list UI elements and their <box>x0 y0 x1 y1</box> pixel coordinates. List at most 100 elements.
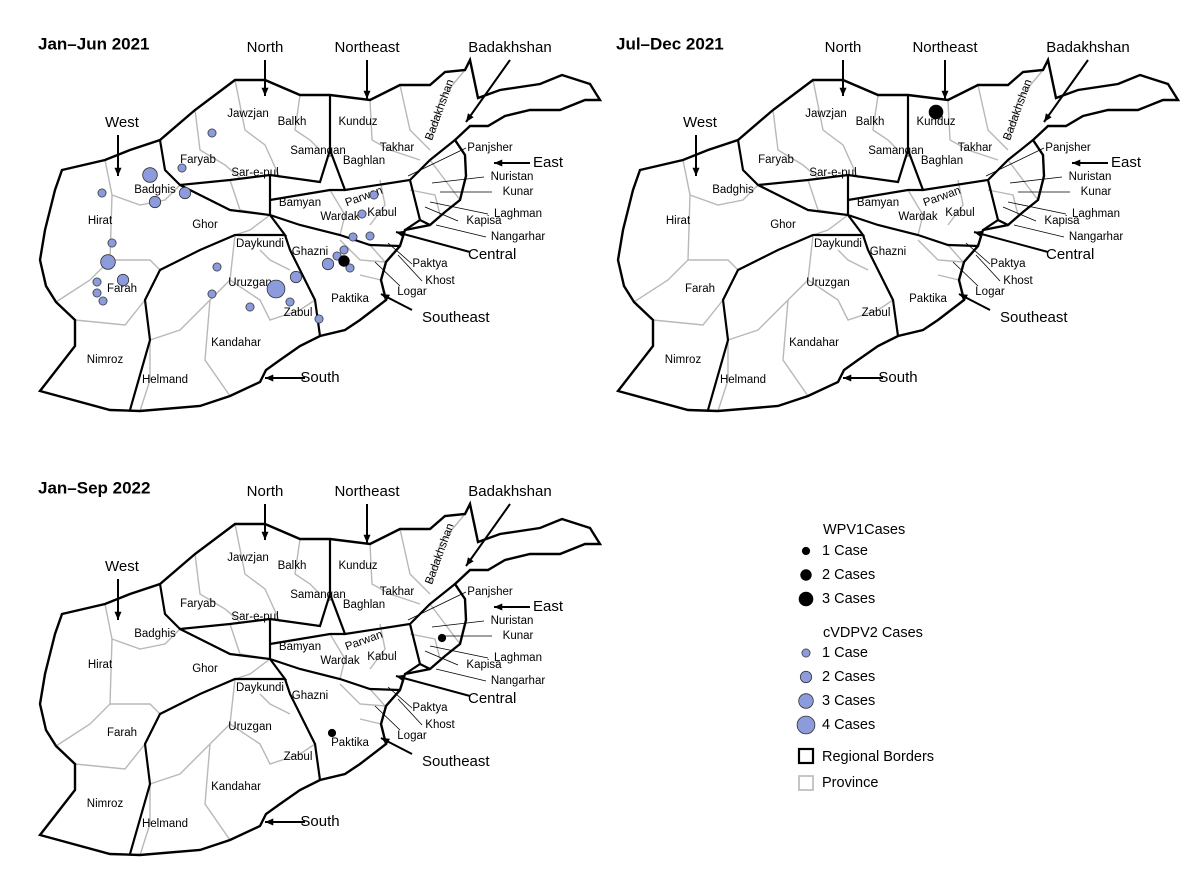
leader-line <box>429 201 489 215</box>
leader-line <box>431 176 485 184</box>
province-label: Samangan <box>868 145 924 157</box>
province-label: Laghman <box>494 208 542 220</box>
province-label: Nangarhar <box>1069 231 1124 243</box>
leader-line <box>435 224 487 238</box>
leader-line <box>374 705 401 731</box>
map-title: Jan–Sep 2022 <box>38 478 150 497</box>
legend-title: cVDPV2 Cases <box>823 625 923 641</box>
province-label: Wardak <box>898 211 937 223</box>
legend-label: Province <box>822 775 878 791</box>
arrow-head <box>114 167 122 176</box>
province-label: Nangarhar <box>491 675 546 687</box>
province-label: Panjsher <box>467 586 513 598</box>
region-arrow <box>395 675 471 697</box>
province-label: Helmand <box>720 374 766 386</box>
province-label: Hirat <box>666 215 691 227</box>
cvdpv2-case <box>365 231 375 241</box>
legend-label: 2 Cases <box>822 567 875 583</box>
province-label: Baghlan <box>921 155 963 167</box>
province-label: Badghis <box>134 628 176 640</box>
cvdpv2-case <box>321 257 335 271</box>
legend-cvdpv2 <box>801 648 811 658</box>
cvdpv2-case <box>289 270 303 284</box>
province-label: Sar-e-pul <box>231 167 278 179</box>
province-label: Paktya <box>412 258 448 270</box>
leader-line <box>965 242 991 265</box>
province-label: Paktika <box>331 293 369 305</box>
wpv1-case <box>327 728 337 738</box>
cvdpv2-case <box>116 273 130 287</box>
province-label: Uruzgan <box>806 277 849 289</box>
province-label: Kunduz <box>916 116 955 128</box>
cvdpv2-case <box>245 302 255 312</box>
region-label: Badakhshan <box>468 483 551 500</box>
province-label: Uruzgan <box>228 721 271 733</box>
legend-swatch <box>798 775 814 791</box>
province-label: Farah <box>685 283 715 295</box>
province-label: Daykundi <box>814 238 862 250</box>
cvdpv2-case <box>314 314 324 324</box>
cvdpv2-case <box>357 209 367 219</box>
province-label: Badghis <box>712 184 754 196</box>
province-label: Nuristan <box>1069 171 1112 183</box>
province-label: Kapisa <box>466 215 502 227</box>
cvdpv2-case <box>348 232 358 242</box>
cvdpv2-case <box>177 163 187 173</box>
province-label: Baghlan <box>343 155 385 167</box>
leader-line <box>387 242 413 265</box>
wpv1-case <box>928 104 944 120</box>
legend: WPV1Cases 1 Case 2 Cases 3 Cases cVDPV2 Case… <box>796 522 934 791</box>
leader-line <box>429 645 489 659</box>
leader-line <box>374 261 401 287</box>
province-label: Ghazni <box>292 690 328 702</box>
legend-label: 1 Case <box>822 543 868 559</box>
province-label: Wardak <box>320 655 359 667</box>
region-label: North <box>247 483 284 500</box>
province-label: Kandahar <box>789 337 839 349</box>
legend-swatch <box>797 747 815 765</box>
province-label: Helmand <box>142 818 188 830</box>
province-label: Zabul <box>862 307 891 319</box>
province-label: Bamyan <box>279 641 321 653</box>
region-label: East <box>1111 154 1142 171</box>
province-label: Kabul <box>367 651 396 663</box>
legend-wpv1 <box>801 546 811 556</box>
arrow-head <box>1044 113 1052 122</box>
leader-line <box>952 261 979 287</box>
province-label: Paktya <box>412 702 448 714</box>
province-label: Nuristan <box>491 615 534 627</box>
leader-line <box>1002 206 1037 222</box>
leader-line <box>387 686 413 709</box>
map: Jan–Sep 2022 North Northeast Badakhshan West… <box>38 478 602 857</box>
region-label: West <box>105 558 140 575</box>
region-label: East <box>533 598 564 615</box>
arrow-head <box>396 230 405 238</box>
map-title: Jan–Jun 2021 <box>38 34 150 53</box>
cvdpv2-case <box>332 251 342 261</box>
province-label: Logar <box>397 730 427 742</box>
province-label: Panjsher <box>467 142 513 154</box>
arrow-head <box>114 611 122 620</box>
province-label: Jawzjan <box>805 108 847 120</box>
province-label: Kunar <box>1081 186 1112 198</box>
legend-cvdpv2 <box>796 715 816 735</box>
province-label: Sar-e-pul <box>231 611 278 623</box>
region-label: North <box>825 39 862 56</box>
map: Jan–Jun 2021 North Northeast Badakhshan West… <box>38 34 602 413</box>
cvdpv2-case <box>100 254 116 270</box>
cvdpv2-case <box>339 245 349 255</box>
province-label: Hirat <box>88 215 113 227</box>
wpv1-case <box>338 255 350 267</box>
leader-line <box>985 147 1045 177</box>
cvdpv2-case <box>345 263 355 273</box>
province-label: Balkh <box>278 116 307 128</box>
province-label: Ghazni <box>870 246 906 258</box>
region-label: Southeast <box>422 753 490 770</box>
province-label: Jawzjan <box>227 552 269 564</box>
leader-line <box>431 620 485 628</box>
map-title: Jul–Dec 2021 <box>616 34 724 53</box>
legend-wpv1 <box>800 569 812 581</box>
arrow-head <box>466 557 474 566</box>
region-arrow <box>973 231 1049 253</box>
arrow-head <box>381 294 390 301</box>
